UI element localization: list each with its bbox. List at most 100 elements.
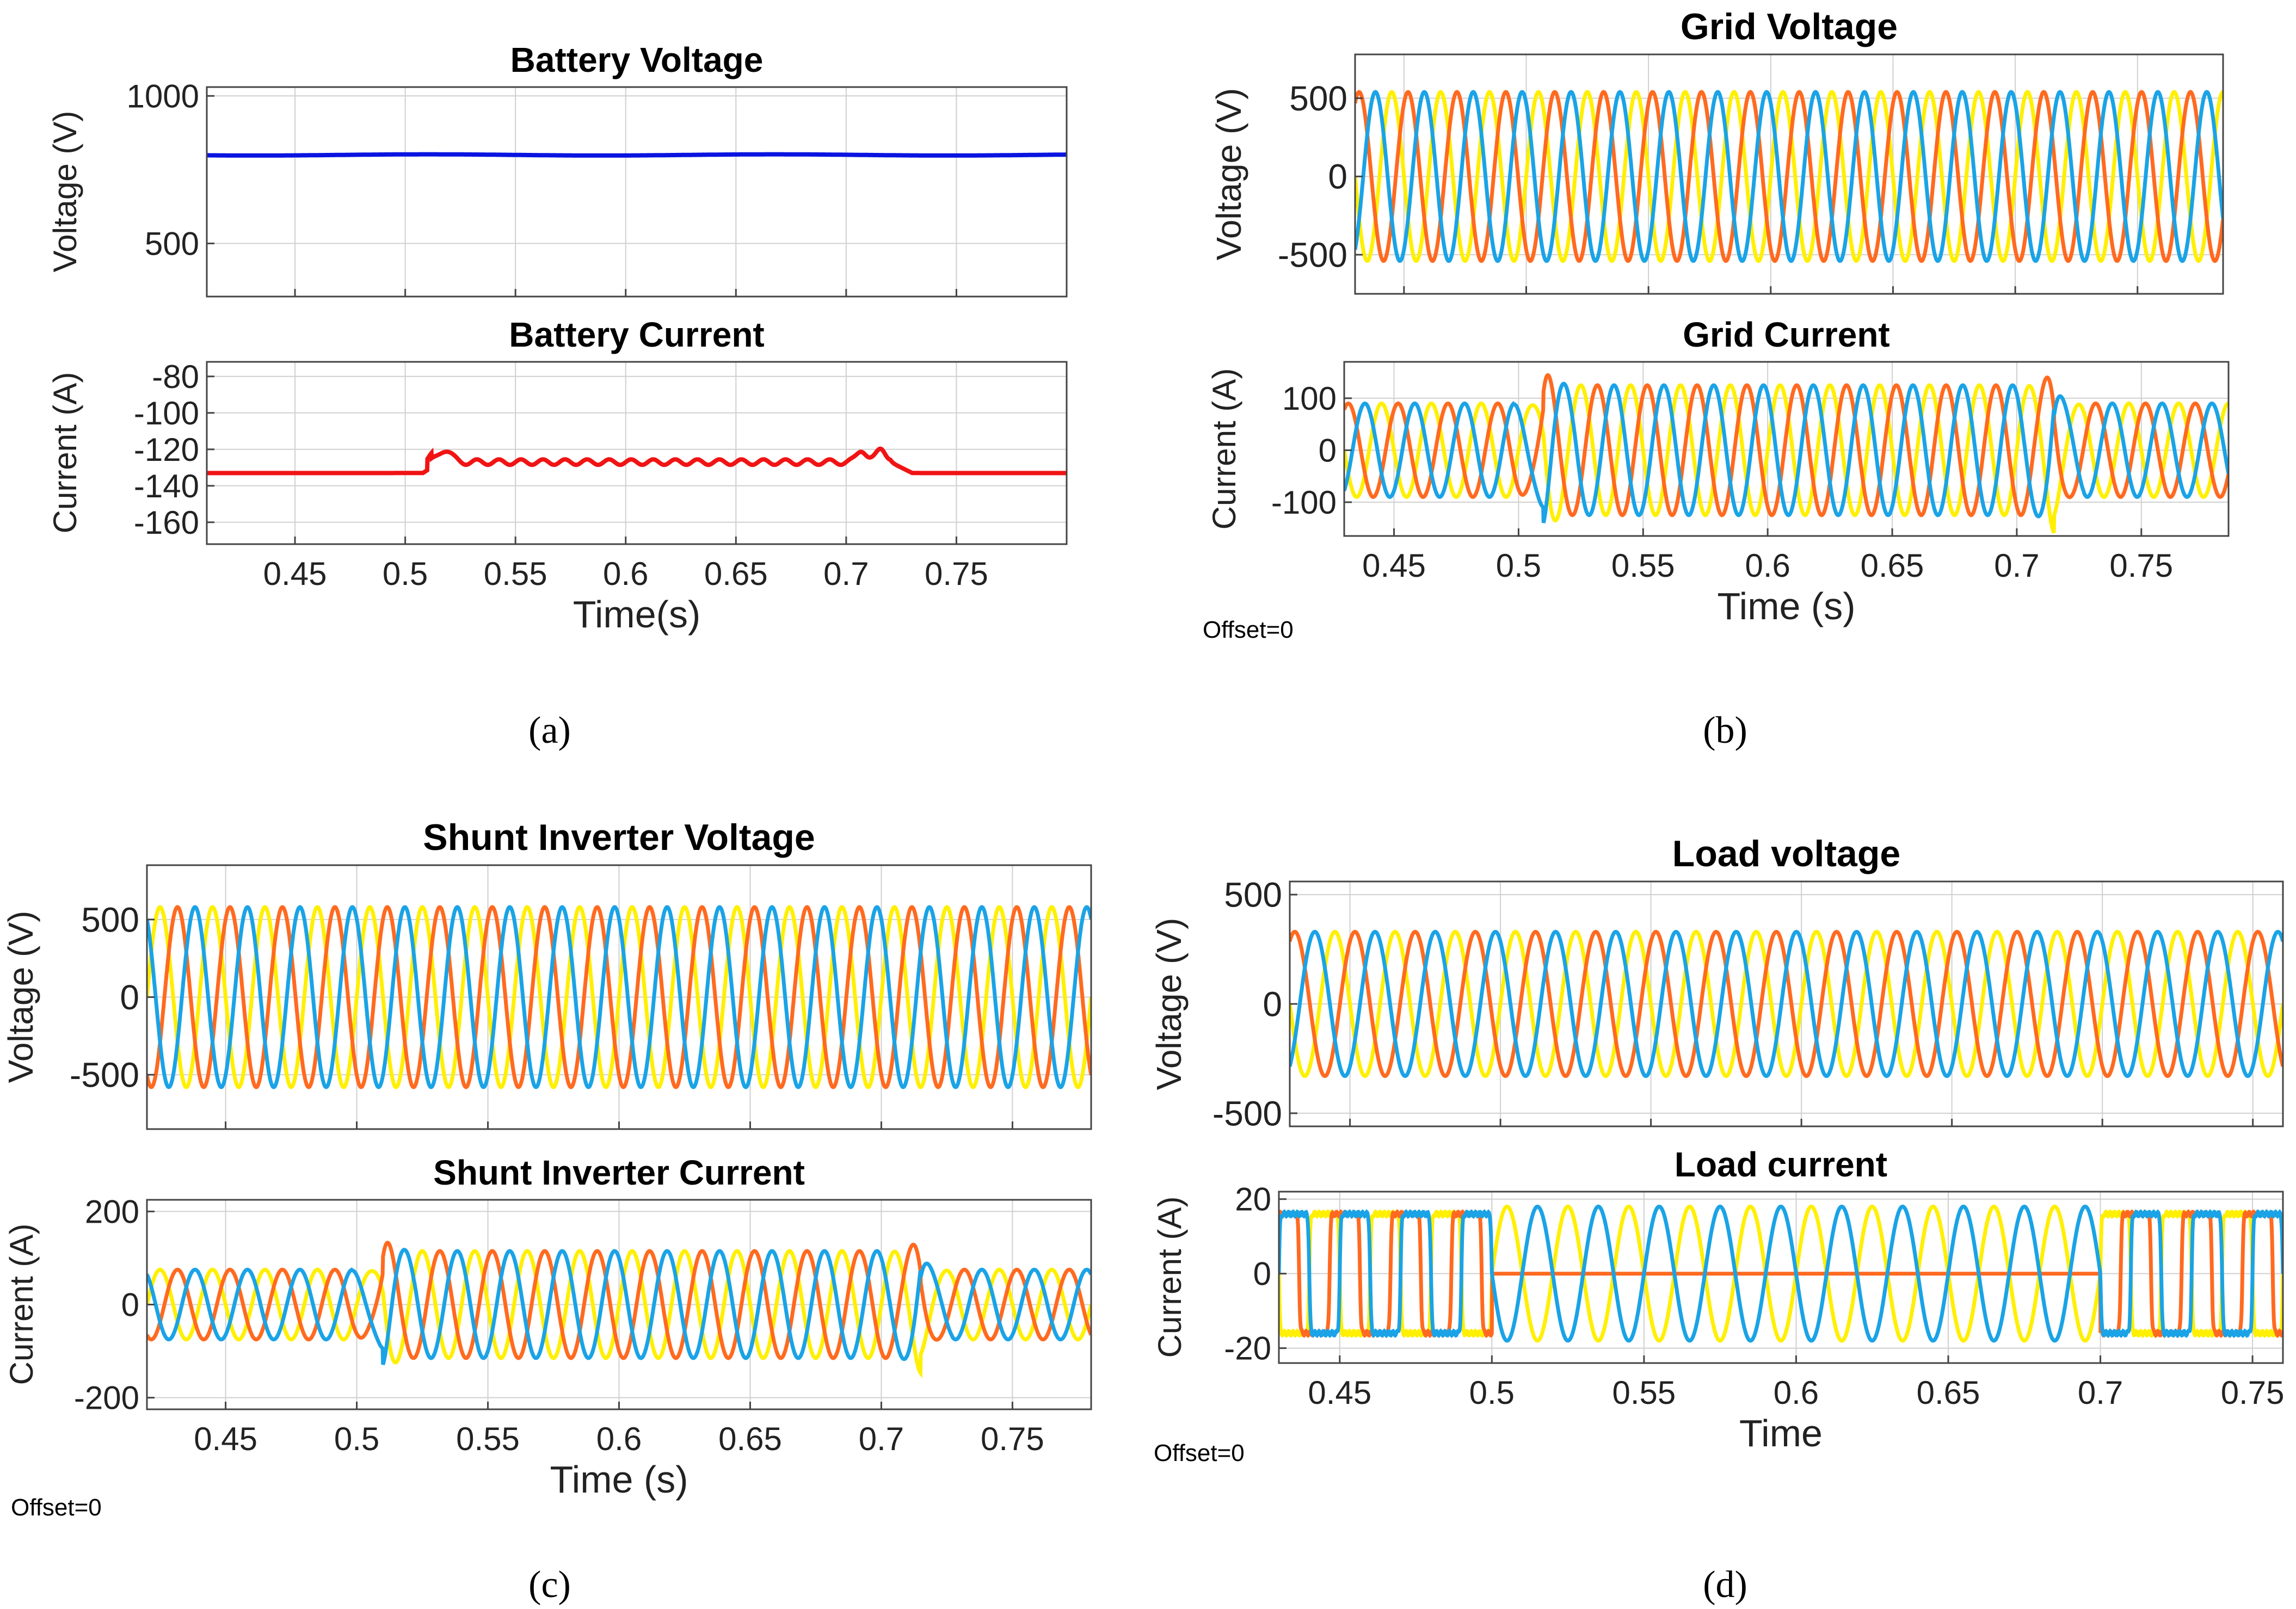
chart-title: Grid Current — [1683, 315, 1889, 354]
x-tick-label: 0.55 — [1611, 547, 1675, 584]
x-tick-label: 0.7 — [1994, 547, 2039, 584]
y-tick-label: 500 — [145, 225, 199, 262]
x-tick-label: 0.7 — [859, 1421, 904, 1457]
plot-battery-voltage: 500 1000 Battery Voltage Voltage (V) — [47, 40, 1068, 298]
offset-label-d: Offset=0 — [1154, 1440, 1245, 1466]
series-line-phase-a — [1290, 929, 2283, 1078]
x-axis-label: Time(s) — [573, 593, 701, 636]
plot-battery-current: -160-140-120-100-80 0.45 0.5 0.55 0.6 0.65 0.7… — [47, 315, 1068, 636]
y-axis-label: Voltage (V) — [1209, 88, 1248, 261]
plot-frame — [1354, 53, 2224, 295]
y-tick-label: -500 — [1278, 236, 1347, 275]
plot-grid-voltage: -500 0 500 Grid Voltage Voltage (V) — [1209, 6, 2224, 295]
series-line-battery-voltage — [207, 152, 1067, 158]
series-line-phase-c — [1279, 1204, 2283, 1343]
series-line-phase-a — [1279, 1204, 2283, 1343]
y-axis-label: Voltage (V) — [1, 911, 40, 1083]
x-tick-label: 0.65 — [1861, 547, 1924, 584]
x-tick-label: 0.5 — [1496, 547, 1541, 584]
plot-load-current: -20 0 20 0.45 0.5 0.55 0.6 0.65 0.7 0.75 Load curr… — [1152, 1145, 2284, 1454]
y-tick-label: 500 — [1289, 79, 1347, 118]
plot-area — [207, 87, 1067, 297]
y-axis-label: Current (A) — [1152, 1197, 1188, 1358]
chart-title: Battery Voltage — [510, 40, 764, 79]
y-axis-label: Voltage (V) — [47, 111, 83, 273]
y-tick-label: -500 — [70, 1056, 139, 1095]
series-line-phase-c — [147, 905, 1091, 1089]
y-tick-label: 0 — [1319, 432, 1337, 468]
x-tick-label: 0.6 — [1745, 547, 1790, 584]
x-tick-label: 0.55 — [456, 1421, 520, 1457]
series-line-phase-b — [147, 905, 1091, 1089]
offset-label-b: Offset=0 — [1203, 617, 1294, 643]
y-tick-label: 20 — [1235, 1181, 1271, 1218]
y-axis-label: Current (A) — [47, 372, 83, 534]
y-tick-label: -20 — [1224, 1330, 1271, 1367]
plot-area — [207, 362, 1067, 544]
chart-title: Load voltage — [1672, 833, 1900, 874]
caption-a: (a) — [528, 710, 571, 751]
x-tick-label: 0.45 — [194, 1421, 257, 1457]
y-tick-label: 100 — [1282, 380, 1337, 417]
y-axis-label: Current (A) — [3, 1224, 40, 1385]
y-tick-label: -200 — [74, 1380, 139, 1416]
chart-title: Shunt Inverter Voltage — [423, 817, 815, 858]
y-tick-label: -100 — [134, 395, 199, 431]
x-tick-label: 0.75 — [981, 1421, 1044, 1457]
series-line-phase-a — [1344, 383, 2229, 534]
y-tick-label: 0 — [120, 978, 139, 1017]
x-tick-label: 0.5 — [1469, 1374, 1515, 1411]
series-line-phase-c — [1290, 929, 2283, 1078]
caption-c: (c) — [528, 1564, 571, 1606]
plot-shunt-current: -200 0 200 0.45 0.5 0.55 0.6 0.65 0.7 0.75 Shunt I… — [3, 1153, 1092, 1501]
y-tick-label: 200 — [85, 1193, 139, 1230]
x-tick-label: 0.6 — [603, 556, 648, 592]
plot-grid-current: -100 0 100 0.45 0.5 0.55 0.6 0.65 0.7 0.75 Grid Cu… — [1206, 315, 2230, 627]
y-tick-label: -500 — [1212, 1094, 1282, 1133]
y-tick-label: 1000 — [127, 78, 199, 114]
y-tick-label: 500 — [1224, 876, 1282, 915]
offset-label-c: Offset=0 — [11, 1494, 102, 1521]
y-tick-label: 0 — [121, 1287, 139, 1323]
y-tick-label: 0 — [1253, 1256, 1271, 1292]
y-tick-label: 500 — [81, 900, 139, 939]
series-line-phase-b — [147, 1241, 1091, 1360]
x-tick-label: 0.5 — [383, 556, 428, 592]
series-line-phase-a — [1355, 90, 2223, 263]
x-axis-label: Time — [1739, 1412, 1823, 1454]
x-tick-label: 0.75 — [2221, 1374, 2285, 1411]
y-tick-label: -140 — [134, 468, 199, 504]
x-tick-label: 0.5 — [334, 1421, 379, 1457]
plot-load-voltage: -500 0 500 Load voltage Voltage (V) — [1149, 833, 2284, 1133]
series-line-battery-current — [207, 446, 1067, 476]
x-tick-label: 0.65 — [704, 556, 768, 592]
x-tick-label: 0.7 — [2078, 1374, 2123, 1411]
y-axis-label: Current (A) — [1206, 368, 1242, 530]
series-line-phase-a — [147, 1249, 1091, 1379]
y-tick-label: -160 — [134, 504, 199, 541]
y-tick-label: -100 — [1271, 484, 1337, 521]
series-line-phase-b — [1355, 90, 2223, 263]
plot-frame — [206, 361, 1068, 545]
series-line-phase-c — [1355, 90, 2223, 263]
x-tick-label: 0.45 — [263, 556, 327, 592]
x-axis-label: Time (s) — [1717, 585, 1855, 627]
chart-title: Battery Current — [509, 315, 764, 354]
x-tick-label: 0.6 — [1774, 1374, 1819, 1411]
chart-title: Load current — [1675, 1145, 1887, 1184]
plot-shunt-voltage: -500 0 500 Shunt Inverter Voltage Voltage (V… — [1, 817, 1092, 1130]
chart-title: Shunt Inverter Current — [433, 1153, 805, 1192]
series-line-phase-b — [1344, 373, 2229, 517]
series-line-phase-c — [1344, 381, 2229, 523]
plot-frame — [1278, 1191, 2284, 1364]
series-line-phase-a — [147, 905, 1091, 1089]
plot-frame — [1343, 361, 2230, 537]
y-tick-label: 0 — [1263, 984, 1282, 1024]
x-tick-label: 0.45 — [1308, 1374, 1371, 1411]
y-axis-label: Voltage (V) — [1149, 918, 1189, 1090]
x-axis-label: Time (s) — [550, 1458, 688, 1501]
x-tick-label: 0.75 — [2109, 547, 2173, 584]
x-tick-label: 0.75 — [925, 556, 988, 592]
x-tick-label: 0.55 — [484, 556, 547, 592]
x-tick-label: 0.7 — [823, 556, 869, 592]
